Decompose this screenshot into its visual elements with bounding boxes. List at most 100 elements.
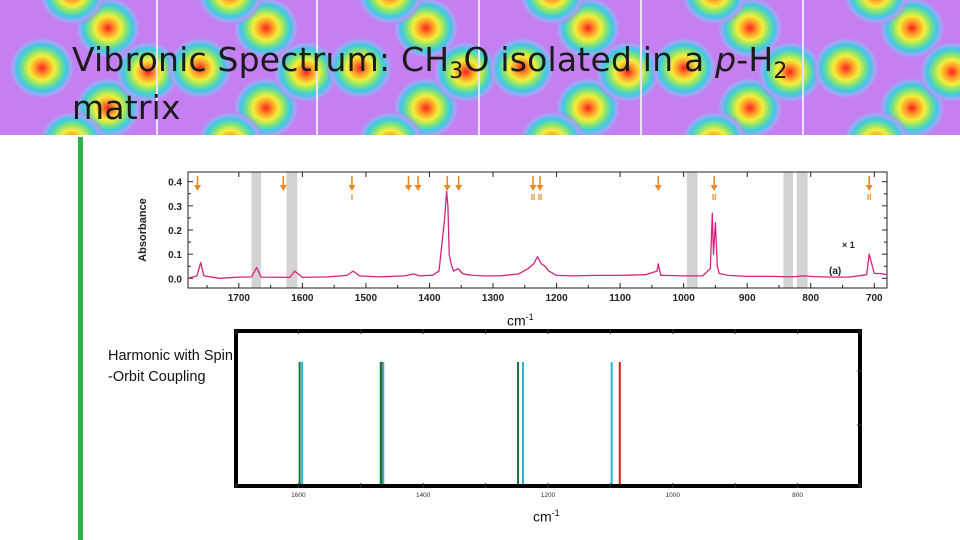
orbital-lobe <box>326 36 394 100</box>
peak-arrow <box>194 176 202 191</box>
peak-arrow-head <box>654 185 662 191</box>
peak-arrow-head <box>536 185 544 191</box>
x-tick-label: 1700 <box>228 293 251 304</box>
orbital-lobe <box>918 40 960 104</box>
peak-arrow <box>455 176 463 191</box>
orbital-lobe <box>432 40 500 104</box>
peak-arrow <box>279 176 287 191</box>
peak-arrow-head <box>279 185 287 191</box>
peak-arrow <box>654 176 662 191</box>
x-tick-label: 1400 <box>416 492 431 499</box>
title-subscript-2: 2 <box>773 59 788 84</box>
shaded-band <box>286 172 298 288</box>
peak-arrow: II <box>529 176 537 202</box>
orbital-lobe <box>842 110 910 135</box>
calculated-spectrum-chart: 1600 1400 1200 1000 800 <box>234 329 862 499</box>
y-axis-label: Absorbance <box>137 198 149 262</box>
y-tick-label: 0.2 <box>168 226 182 237</box>
peak-arrow-head <box>348 185 356 191</box>
orbital-lobe <box>8 36 76 100</box>
orbital-lobe <box>518 110 586 135</box>
orbital-lobe <box>594 40 662 104</box>
scale-annotation: × 1 <box>842 240 855 250</box>
slide-title: Vibronic Spectrum: CH3O isolated in a p-… <box>72 36 932 132</box>
x-tick-label: 800 <box>792 492 803 499</box>
peak-arrow: I <box>348 176 356 202</box>
orbital-banner-graphic <box>0 0 960 135</box>
y-tick-label: 0.3 <box>168 202 182 213</box>
x-tick-label: 700 <box>866 293 883 304</box>
peak-arrow-head <box>414 185 422 191</box>
x-tick-label: 1100 <box>609 293 631 304</box>
title-subscript-3: 3 <box>449 59 464 84</box>
peak-arrow-mark: II <box>867 193 871 202</box>
shaded-band <box>796 172 808 288</box>
experimental-x-axis-label: cm-1 <box>507 312 534 329</box>
y-tick-label: 0.1 <box>168 250 182 261</box>
x-tick-label: 800 <box>802 293 819 304</box>
spectrum-line <box>187 190 888 279</box>
orbital-lobe <box>356 0 424 26</box>
x-tick-label: 1600 <box>291 492 306 499</box>
calculation-method-label: Harmonic with Spin -Orbit Coupling <box>108 348 233 385</box>
x-tick-label: 1300 <box>482 293 505 304</box>
x-axis-label-text: cm <box>533 508 552 525</box>
y-tick-label: 0.4 <box>168 178 182 189</box>
x-tick-label: 1600 <box>291 293 314 304</box>
x-tick-label: 1200 <box>541 492 556 499</box>
experimental-spectrum-chart: 0.0 0.1 0.2 0.3 0.4 1700 1600 1500 1400 1300 1200 1… <box>137 171 888 304</box>
title-line-2: matrix <box>72 88 181 127</box>
title-italic-p: p <box>715 40 737 79</box>
orbital-lobe <box>166 36 234 100</box>
x-tick-label: 1400 <box>418 293 441 304</box>
calculated-x-axis-label: cm-1 <box>533 508 560 525</box>
peak-arrow: II <box>865 176 873 202</box>
peak-arrow: II <box>710 176 718 202</box>
y-tick-label: 0.0 <box>168 274 182 285</box>
orbital-lobe <box>356 110 424 135</box>
orbital-lobe <box>38 0 106 26</box>
x-axis-label-text: cm <box>507 312 526 329</box>
orbital-lobe <box>38 110 106 135</box>
orbital-lobe <box>518 0 586 26</box>
title-text-part: -H <box>736 40 774 79</box>
peak-arrow-head <box>405 185 413 191</box>
orbital-lobe <box>650 36 718 100</box>
x-tick-label: 1200 <box>545 293 568 304</box>
title-banner-background <box>0 0 960 135</box>
peak-arrow-mark: II <box>712 193 716 202</box>
title-text-part: O isolated in a <box>463 40 716 79</box>
title-text-part: Vibronic Spectrum: CH <box>72 40 450 79</box>
shaded-band <box>783 172 793 288</box>
x-tick-label: 1500 <box>355 293 378 304</box>
peak-arrow-mark: II <box>538 193 542 202</box>
orbital-lobe <box>272 40 340 104</box>
peak-arrow-mark: II <box>531 193 535 202</box>
orbital-lobe <box>842 0 910 26</box>
plot-frame <box>234 329 862 488</box>
shaded-band <box>686 172 698 288</box>
x-tick-label: 1000 <box>673 293 696 304</box>
x-tick-label: 1000 <box>666 492 681 499</box>
accent-bar <box>78 137 83 540</box>
peak-arrow-head <box>529 185 537 191</box>
peak-arrow-head <box>710 185 718 191</box>
peak-arrow: II <box>536 176 544 202</box>
orbital-lobe <box>812 36 880 100</box>
peak-arrow-head <box>455 185 463 191</box>
panel-annotation: (a) <box>829 266 841 277</box>
peak-arrow-mark: I <box>351 193 353 202</box>
peak-arrow-head <box>865 185 873 191</box>
peak-arrow <box>405 176 413 191</box>
orbital-lobe <box>114 40 182 104</box>
orbital-lobe <box>756 40 824 104</box>
x-axis-label-superscript: -1 <box>525 312 534 322</box>
orbital-lobe <box>196 0 264 26</box>
peak-arrow <box>443 176 451 191</box>
peak-arrow-head <box>443 185 451 191</box>
x-axis-label-superscript: -1 <box>551 508 560 518</box>
orbital-lobe <box>680 110 748 135</box>
shaded-band <box>251 172 262 288</box>
orbital-lobe <box>488 36 556 100</box>
orbital-lobe <box>680 0 748 26</box>
